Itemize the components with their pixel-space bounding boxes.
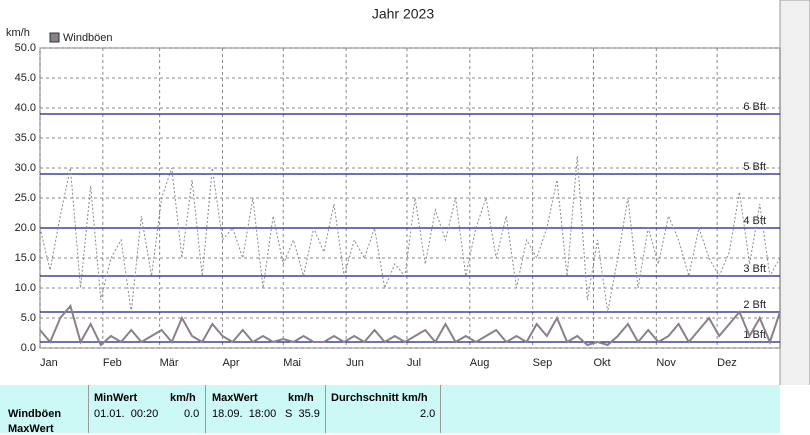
separator: [440, 385, 441, 433]
y-tick-label: 10.0: [15, 282, 36, 294]
beaufort-label: 1 Bft: [743, 329, 766, 341]
x-tick-label: Jun: [346, 357, 364, 369]
x-tick-label: Mär: [160, 357, 179, 369]
x-tick-label: Aug: [470, 357, 490, 369]
x-tick-label: Sep: [533, 357, 553, 369]
header: km/h: [170, 392, 196, 404]
header: km/h: [288, 392, 314, 404]
separator: [88, 385, 89, 433]
x-tick-label: Mai: [283, 357, 301, 369]
y-unit: km/h: [6, 27, 30, 39]
row-label: Windböen: [8, 408, 62, 420]
legend-label: Windböen: [63, 32, 113, 44]
side-panel: [779, 0, 810, 385]
separator: [325, 385, 326, 433]
y-tick-label: 20.0: [15, 222, 36, 234]
series-line: [39, 303, 781, 347]
beaufort-label: 4 Bft: [743, 215, 766, 227]
x-tick-label: Okt: [593, 357, 610, 369]
chart-title: Jahr 2023: [372, 6, 434, 22]
beaufort-label: 3 Bft: [743, 263, 766, 275]
cell: 01.01. 00:20: [94, 408, 159, 420]
cell: 18.09. 18:00: [212, 408, 277, 420]
x-tick-label: Jan: [40, 357, 58, 369]
header: MaxWert: [212, 392, 258, 404]
y-tick-label: 5.0: [21, 312, 36, 324]
header: MinWert: [94, 392, 138, 404]
y-tick-label: 30.0: [15, 162, 36, 174]
x-tick-label: Feb: [103, 357, 122, 369]
x-tick-label: Nov: [656, 357, 676, 369]
separator: [205, 385, 206, 433]
y-tick-label: 35.0: [15, 132, 36, 144]
x-tick-label: Apr: [222, 357, 239, 369]
summary-table: MinWert km/h MaxWert km/h Durchschnitt k…: [0, 385, 780, 435]
x-tick-label: Jul: [407, 357, 421, 369]
y-tick-label: 25.0: [15, 192, 36, 204]
cell: 0.0: [184, 408, 200, 420]
cell: S 35.9: [285, 408, 320, 420]
x-tick-label: Dez: [717, 357, 737, 369]
beaufort-label: 6 Bft: [743, 101, 766, 113]
beaufort-label: 5 Bft: [743, 161, 766, 173]
y-tick-label: 40.0: [15, 102, 36, 114]
row-label: MaxWert: [8, 423, 54, 435]
y-tick-label: 45.0: [15, 72, 36, 84]
header: Durchschnitt km/h: [331, 392, 428, 404]
y-tick-label: 50.0: [15, 42, 36, 54]
beaufort-label: 2 Bft: [743, 299, 766, 311]
y-tick-label: 15.0: [15, 252, 36, 264]
y-tick-label: 0.0: [21, 342, 36, 354]
legend-swatch: [49, 32, 60, 43]
cell: 2.0: [420, 408, 436, 420]
chart: Jahr 2023 km/h 0.0 5.0 10.0 15.0 20.0 25.0 30.…: [6, 0, 810, 385]
series-line: [39, 155, 781, 313]
